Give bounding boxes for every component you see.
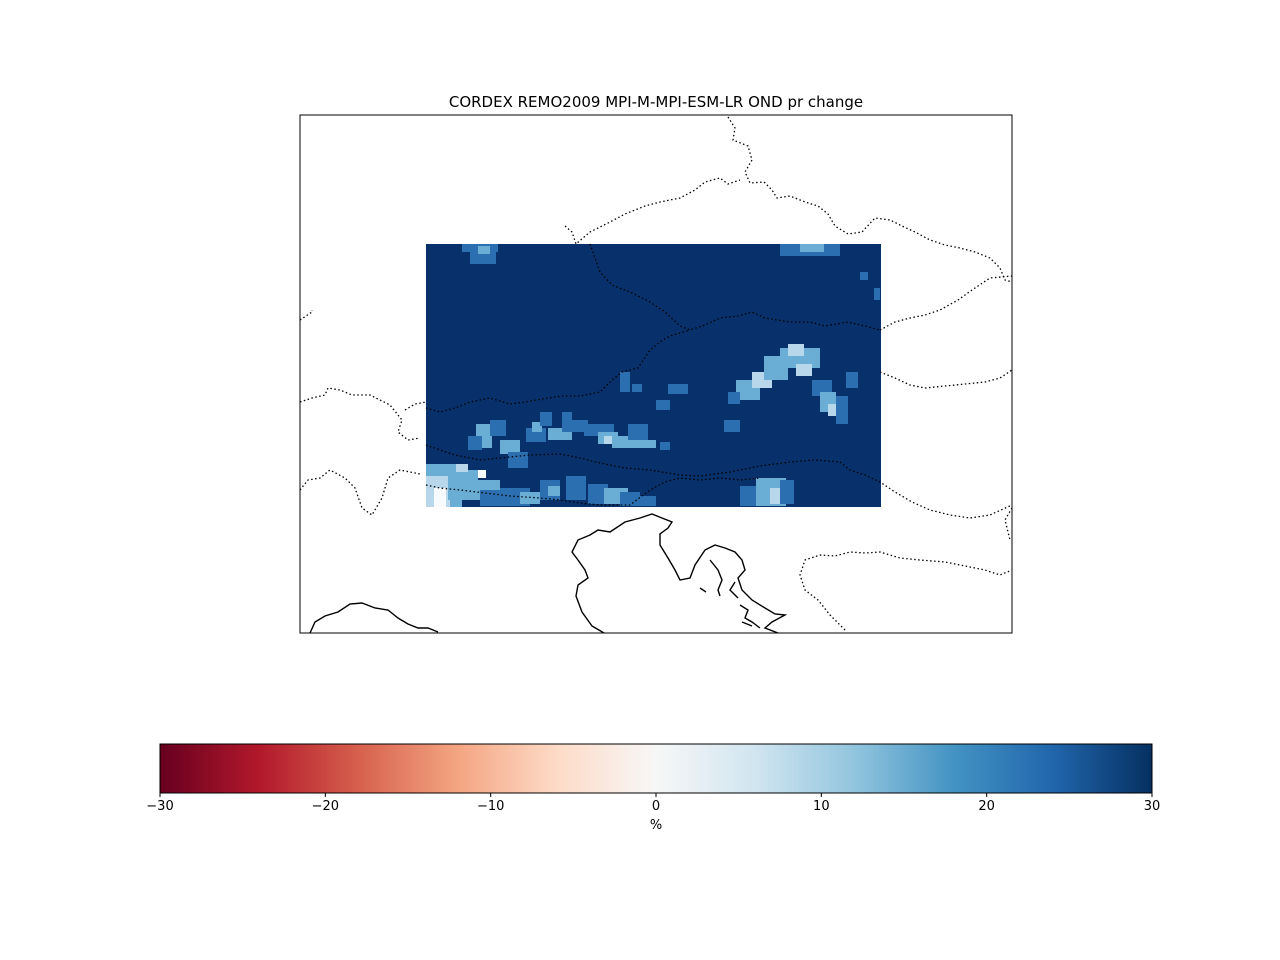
- colorbar: −30 −20 −10 0 10 20 30 %: [146, 743, 1161, 833]
- field-cell: [724, 420, 740, 432]
- field-cell: [668, 384, 688, 394]
- field-cell: [796, 364, 812, 376]
- field-cell: [456, 464, 468, 472]
- field-cell: [478, 246, 490, 254]
- field-cell: [874, 288, 880, 300]
- field-cell: [620, 372, 630, 392]
- field-cell: [520, 492, 540, 504]
- field-cell: [800, 244, 824, 252]
- colorbar-gradient: [160, 744, 1152, 793]
- field-cell: [640, 496, 656, 506]
- colorbar-tick-label: 10: [813, 799, 830, 814]
- field-cell: [468, 436, 482, 450]
- field-cell: [728, 392, 740, 404]
- field-cell: [780, 480, 794, 504]
- country-borders: [300, 116, 1012, 631]
- map-frame: [299, 114, 1013, 634]
- colorbar-tick-label: −20: [312, 799, 339, 814]
- field-cell: [846, 372, 858, 388]
- colorbar-tick-label: 20: [978, 799, 995, 814]
- field-cell: [620, 492, 640, 506]
- colorbar-tick-label: 0: [652, 799, 660, 814]
- field-cell: [532, 422, 542, 432]
- colorbar-tick-label: −10: [477, 799, 504, 814]
- field-cell: [480, 490, 500, 506]
- field-cell: [656, 400, 670, 410]
- coastlines: [309, 513, 788, 633]
- field-cell: [434, 488, 446, 507]
- field-cell: [588, 484, 608, 504]
- map-title: CORDEX REMO2009 MPI-M-MPI-ESM-LR OND pr …: [449, 93, 863, 111]
- field-cell: [604, 436, 614, 444]
- field-cell: [628, 424, 648, 440]
- field-cell: [860, 272, 868, 280]
- field-cell: [490, 420, 506, 436]
- map-axes: [300, 115, 1012, 633]
- field-cell: [660, 442, 670, 450]
- field-cell: [836, 396, 848, 424]
- field-cell: [470, 252, 496, 264]
- field-cell: [562, 412, 572, 432]
- field-cell: [540, 412, 552, 426]
- field-cell: [632, 384, 642, 392]
- field-cell: [508, 452, 528, 468]
- field-cell: [500, 440, 520, 454]
- field-cell: [548, 486, 560, 496]
- colorbar-tick-label: −30: [146, 799, 173, 814]
- field-cell: [788, 344, 804, 356]
- field-cell: [566, 476, 586, 500]
- field-cell: [636, 440, 656, 448]
- colorbar-label: %: [650, 818, 662, 833]
- precip-change-field: [426, 244, 881, 507]
- colorbar-tick-label: 30: [1144, 799, 1161, 814]
